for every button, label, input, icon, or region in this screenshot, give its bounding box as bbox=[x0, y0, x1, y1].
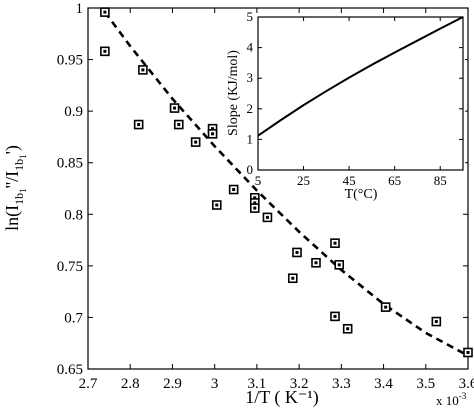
inset-y-tick-label: 1 bbox=[247, 131, 254, 146]
y-tick-label: 0.85 bbox=[57, 156, 83, 172]
data-point bbox=[169, 103, 180, 113]
inset-curve-layer bbox=[257, 16, 464, 137]
data-point-dot bbox=[215, 203, 219, 207]
inset-y-tick-label: 3 bbox=[247, 70, 254, 85]
data-point bbox=[133, 119, 144, 130]
data-point-dot bbox=[211, 132, 215, 136]
data-point bbox=[431, 316, 442, 327]
data-point-dot bbox=[314, 261, 318, 265]
y-tick-label: 0.65 bbox=[57, 362, 83, 378]
data-point-dot bbox=[173, 106, 177, 110]
data-point-dot bbox=[137, 123, 141, 127]
y-tick-label: 0.75 bbox=[57, 259, 83, 275]
x-tick-label: 2.9 bbox=[163, 376, 182, 392]
data-point bbox=[334, 260, 345, 270]
data-point bbox=[342, 323, 353, 334]
data-point-dot bbox=[337, 263, 341, 267]
data-point-dot bbox=[103, 10, 107, 14]
x-tick-label: 3.1 bbox=[248, 376, 267, 392]
x-axis-multiplier: x 10-3 bbox=[436, 391, 467, 408]
fit-curve bbox=[103, 11, 469, 357]
data-point bbox=[100, 46, 110, 57]
inset-plot-background bbox=[256, 15, 465, 171]
y-tick-label: 0.9 bbox=[64, 104, 83, 120]
data-point-dot bbox=[141, 68, 145, 72]
data-point-dot bbox=[295, 250, 299, 254]
data-point bbox=[228, 184, 239, 195]
data-point bbox=[207, 129, 218, 139]
data-point-dot bbox=[291, 276, 295, 280]
data-point bbox=[173, 119, 184, 130]
data-markers-layer bbox=[100, 7, 473, 358]
main-plot-frame bbox=[87, 7, 469, 370]
data-point bbox=[330, 311, 340, 322]
inset-y-tick-label: 4 bbox=[247, 40, 254, 55]
data-point-dot bbox=[232, 188, 236, 192]
data-point-dot bbox=[346, 327, 350, 331]
data-point bbox=[249, 203, 260, 213]
data-point-dot bbox=[177, 123, 181, 127]
data-point bbox=[463, 347, 473, 358]
data-point-dot bbox=[194, 140, 198, 144]
inset-y-tick-label: 0 bbox=[247, 162, 254, 177]
data-point bbox=[292, 247, 302, 258]
inset-x-ticks: 5 25 45 65 85 bbox=[255, 17, 447, 188]
data-point-dot bbox=[466, 350, 470, 354]
inset-x-tick-label: 25 bbox=[297, 173, 310, 188]
inset-y-tick-label: 2 bbox=[247, 101, 254, 116]
y-tick-label: 0.95 bbox=[57, 53, 83, 69]
main-y-ticks: 0.65 0.7 0.75 0.8 0.85 0.9 0.95 1 bbox=[57, 1, 468, 378]
data-point bbox=[330, 238, 340, 248]
inset-x-tick-label: 5 bbox=[255, 173, 262, 188]
inset-y-axis-title: Slope (KJ/mol) bbox=[226, 50, 241, 136]
y-tick-label: 0.7 bbox=[64, 310, 83, 326]
x-tick-label: 3.6 bbox=[459, 376, 474, 392]
x-tick-label: 3.4 bbox=[374, 376, 393, 392]
main-x-ticks: 2.7 2.8 2.9 3 3.1 3.2 3.3 3.4 3.5 3.6 bbox=[79, 8, 474, 392]
data-point bbox=[190, 137, 201, 147]
inset-x-tick-label: 65 bbox=[388, 173, 401, 188]
inset-x-tick-label: 45 bbox=[343, 173, 356, 188]
data-point-dot bbox=[333, 241, 337, 245]
data-point-dot bbox=[103, 49, 107, 53]
inset-x-axis-title: T(°C) bbox=[345, 187, 378, 202]
x-tick-label: 3.5 bbox=[416, 376, 435, 392]
x-axis-title: 1/T ( K⁻¹) bbox=[245, 387, 319, 408]
inset-plot-frame bbox=[257, 16, 464, 171]
y-tick-label: 1 bbox=[76, 1, 84, 17]
data-point-dot bbox=[211, 127, 215, 131]
x-tick-label: 2.7 bbox=[79, 376, 98, 392]
x-tick-label: 2.8 bbox=[121, 376, 140, 392]
data-point-dot bbox=[384, 305, 388, 309]
inset-slope-curve bbox=[257, 16, 464, 137]
data-point bbox=[138, 65, 148, 75]
data-point-dot bbox=[434, 320, 438, 324]
data-point-dot bbox=[253, 206, 257, 210]
data-point bbox=[211, 200, 222, 210]
data-point bbox=[100, 7, 110, 17]
x-tick-label: 3 bbox=[211, 376, 219, 392]
y-tick-label: 0.8 bbox=[64, 207, 83, 223]
data-point bbox=[287, 273, 298, 284]
data-point bbox=[262, 212, 273, 223]
data-point-dot bbox=[253, 196, 257, 200]
data-point-dot bbox=[253, 201, 257, 205]
data-point-dot bbox=[333, 314, 337, 318]
data-point-dot bbox=[265, 215, 269, 219]
inset-x-tick-label: 85 bbox=[434, 173, 447, 188]
inset-y-tick-label: 5 bbox=[247, 9, 254, 24]
x-tick-label: 3.3 bbox=[332, 376, 351, 392]
data-point bbox=[311, 257, 321, 268]
y-axis-title: ln(I1b1''/I1b1') bbox=[2, 145, 28, 231]
x-tick-label: 3.2 bbox=[290, 376, 309, 392]
fit-curve-layer bbox=[103, 11, 469, 357]
data-point bbox=[380, 302, 391, 312]
inset-y-ticks: 0 1 2 3 4 5 bbox=[247, 9, 463, 177]
